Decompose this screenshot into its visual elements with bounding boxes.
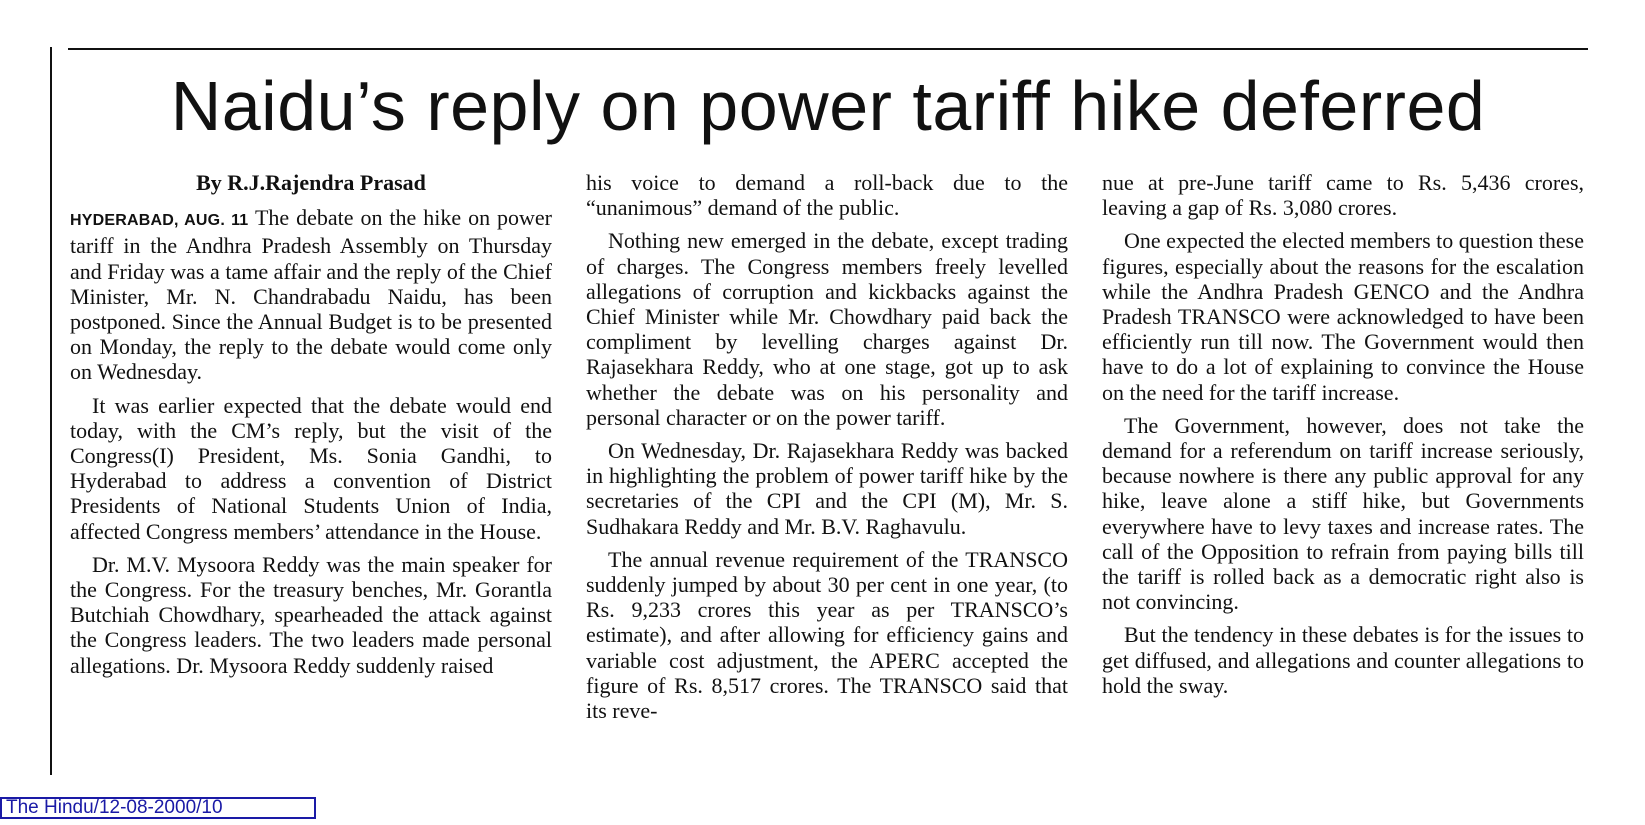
- left-column-rule: [50, 47, 52, 775]
- paragraph-11: But the tendency in these debates is for…: [1102, 622, 1584, 698]
- paragraph-9: One expected the elected members to ques…: [1102, 228, 1584, 405]
- paragraph-1: HYDERABAD, AUG. 11 The debate on the hik…: [70, 205, 552, 384]
- top-rule: [68, 48, 1588, 50]
- headline: Naidu’s reply on power tariff hike defer…: [170, 67, 1486, 145]
- paragraph-5: Nothing new emerged in the debate, excep…: [586, 228, 1068, 430]
- paragraph-7: The annual revenue requirement of the TR…: [586, 546, 1068, 724]
- paragraph-3: Dr. M.V. Mysoora Reddy was the main spea…: [70, 551, 552, 678]
- paragraph-8: nue at pre-June tariff came to Rs. 5,436…: [1102, 170, 1584, 221]
- paragraph-6: On Wednesday, Dr. Rajasekhara Reddy was …: [586, 438, 1068, 539]
- paragraph-2: It was earlier expected that the debate …: [70, 392, 552, 544]
- article-column-1: By R.J.Rajendra Prasad HYDERABAD, AUG. 1…: [70, 170, 552, 686]
- source-label: The Hindu/12-08-2000/10: [0, 797, 316, 819]
- dateline: HYDERABAD, AUG. 11: [70, 212, 249, 230]
- paragraph-text: The debate on the hike on power tariff i…: [70, 205, 553, 385]
- paragraph-10: The Government, however, does not take t…: [1102, 412, 1584, 615]
- article-column-2: his voice to demand a roll-back due to t…: [586, 170, 1068, 731]
- paragraph-4: his voice to demand a roll-back due to t…: [586, 170, 1068, 221]
- article-column-3: nue at pre-June tariff came to Rs. 5,436…: [1102, 170, 1584, 706]
- byline: By R.J.Rajendra Prasad: [196, 170, 426, 195]
